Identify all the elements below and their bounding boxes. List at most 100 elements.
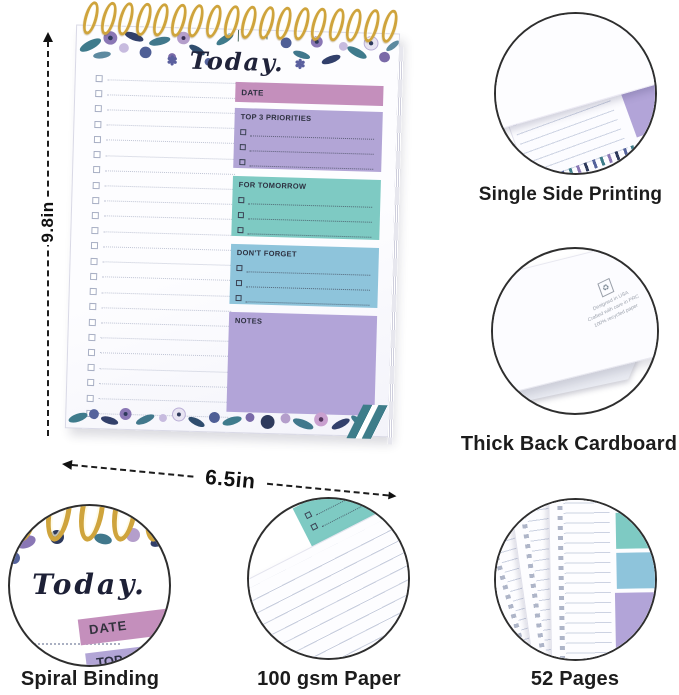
width-dimension-label: 6.5in [204, 465, 257, 494]
checklist-row [93, 150, 236, 163]
checklist-row [87, 348, 230, 361]
checkbox-icon [87, 379, 95, 387]
spiral-ring-icon [220, 3, 242, 40]
checklist-row [87, 363, 230, 376]
checklist-row [93, 165, 236, 178]
feature-spiral-binding-image: Today. DATE TOP [8, 504, 171, 667]
dotted-line [102, 260, 233, 267]
checkbox-icon [88, 318, 96, 326]
top-fanned-sheet [548, 500, 655, 659]
spiral-ring-icon [290, 5, 312, 42]
spiral-ring-icon [167, 2, 190, 39]
floral-blob [10, 552, 20, 564]
spiral-ring-icon [360, 7, 383, 44]
dotted-line [249, 164, 374, 170]
dotted-line [107, 93, 238, 99]
dotted-line [247, 232, 372, 238]
ruled-lines [563, 500, 613, 659]
feature-single-side-printing-image [494, 12, 657, 175]
floral-blob [126, 528, 140, 542]
checklist-row [92, 196, 235, 209]
dotted-line [105, 138, 236, 145]
checkbox-icon [90, 257, 98, 265]
dotted-line [99, 351, 230, 358]
checkbox-icon [310, 522, 319, 531]
checkbox-icon [88, 333, 96, 341]
checklist-row [93, 135, 236, 148]
mini-tomorrow-block [615, 512, 655, 549]
checkbox-icon [87, 348, 96, 357]
dotted-line [98, 397, 229, 403]
checkbox-icon [94, 120, 102, 128]
date-label: DATE [241, 87, 264, 98]
dotted-line [106, 108, 237, 114]
priority-row [240, 123, 375, 140]
checkbox-icon [91, 211, 99, 220]
tomorrow-section: FOR TOMORROW [231, 175, 381, 240]
dotted-line [106, 123, 237, 130]
spiral-ring-icon [74, 506, 110, 544]
height-dimension-label: 9.8in [28, 199, 68, 245]
checkbox-icon [92, 181, 100, 189]
dotted-line [105, 169, 236, 175]
spiral-ring-icon [115, 0, 137, 37]
width-dimension-line [267, 482, 389, 497]
priority-row [239, 138, 374, 155]
checklist-row [91, 226, 234, 239]
dotted-line [101, 306, 232, 312]
spiral-ring-icon [140, 506, 169, 544]
feature-thick-back-cardboard-label: Thick Back Cardboard [460, 433, 678, 455]
spiral-circle-rings [10, 506, 169, 544]
dont-forget-row [235, 274, 370, 291]
floral-header-art [79, 29, 400, 66]
checkbox-icon [92, 196, 100, 204]
feature-page-count-label: 52 Pages [530, 668, 620, 690]
spiral-ring-icon [107, 506, 143, 544]
priority-row [239, 153, 374, 170]
checklist-row [90, 241, 233, 254]
checkbox-icon [235, 294, 242, 302]
dotted-line [100, 336, 231, 343]
dotted-line [99, 366, 230, 373]
dotted-line [107, 77, 238, 84]
checklist-row [90, 257, 233, 270]
height-dimension: 9.8in [28, 32, 68, 436]
checkbox-icon [89, 303, 97, 311]
dotted-line [103, 214, 234, 221]
spiral-ring-icon [202, 3, 225, 40]
dont-forget-section: DON'T FORGET [229, 243, 380, 308]
spiral-ring-icon [132, 1, 154, 38]
checkbox-icon [87, 364, 95, 372]
checkbox-icon [94, 105, 102, 113]
tomorrow-row [237, 206, 372, 223]
checkbox-icon [95, 75, 103, 83]
checkbox-icon [93, 151, 101, 159]
notes-label: NOTES [234, 315, 263, 326]
planner-sections: DATE TOP 3 PRIORITIES FOR TOMORROW DON'T… [226, 81, 384, 416]
dotted-line [102, 275, 233, 282]
checklist-row [87, 378, 230, 391]
checkbox-icon [93, 166, 101, 174]
cardboard-flap: ♻ Designed in USA Crafted with care in P… [493, 249, 657, 398]
checkbox-icon [240, 129, 247, 136]
dotted-line [99, 382, 230, 388]
spiral-ring-icon [97, 0, 119, 37]
notes-section: NOTES [226, 311, 378, 416]
dont-forget-label: DON'T FORGET [236, 248, 297, 259]
mini-dont-forget-block [616, 552, 655, 589]
spiral-ring-icon [80, 0, 102, 36]
checkbox-icon [239, 159, 246, 166]
spiral-ring-icon [10, 506, 44, 544]
checklist-row [91, 211, 234, 224]
checkbox-icon [89, 287, 97, 296]
dont-forget-row [235, 289, 370, 306]
flower-icon: ✽ [166, 53, 180, 70]
spiral-ring-icon [308, 6, 330, 43]
spiral-preview-date-chip: DATE [77, 608, 169, 646]
spiral-preview-title: Today. [32, 568, 147, 601]
dotted-line [103, 229, 234, 236]
dotted-line [105, 153, 236, 160]
mini-priorities-block [617, 500, 655, 509]
feature-single-side-printing-label: Single Side Printing [478, 184, 663, 205]
spiral-ring-icon [255, 4, 277, 41]
